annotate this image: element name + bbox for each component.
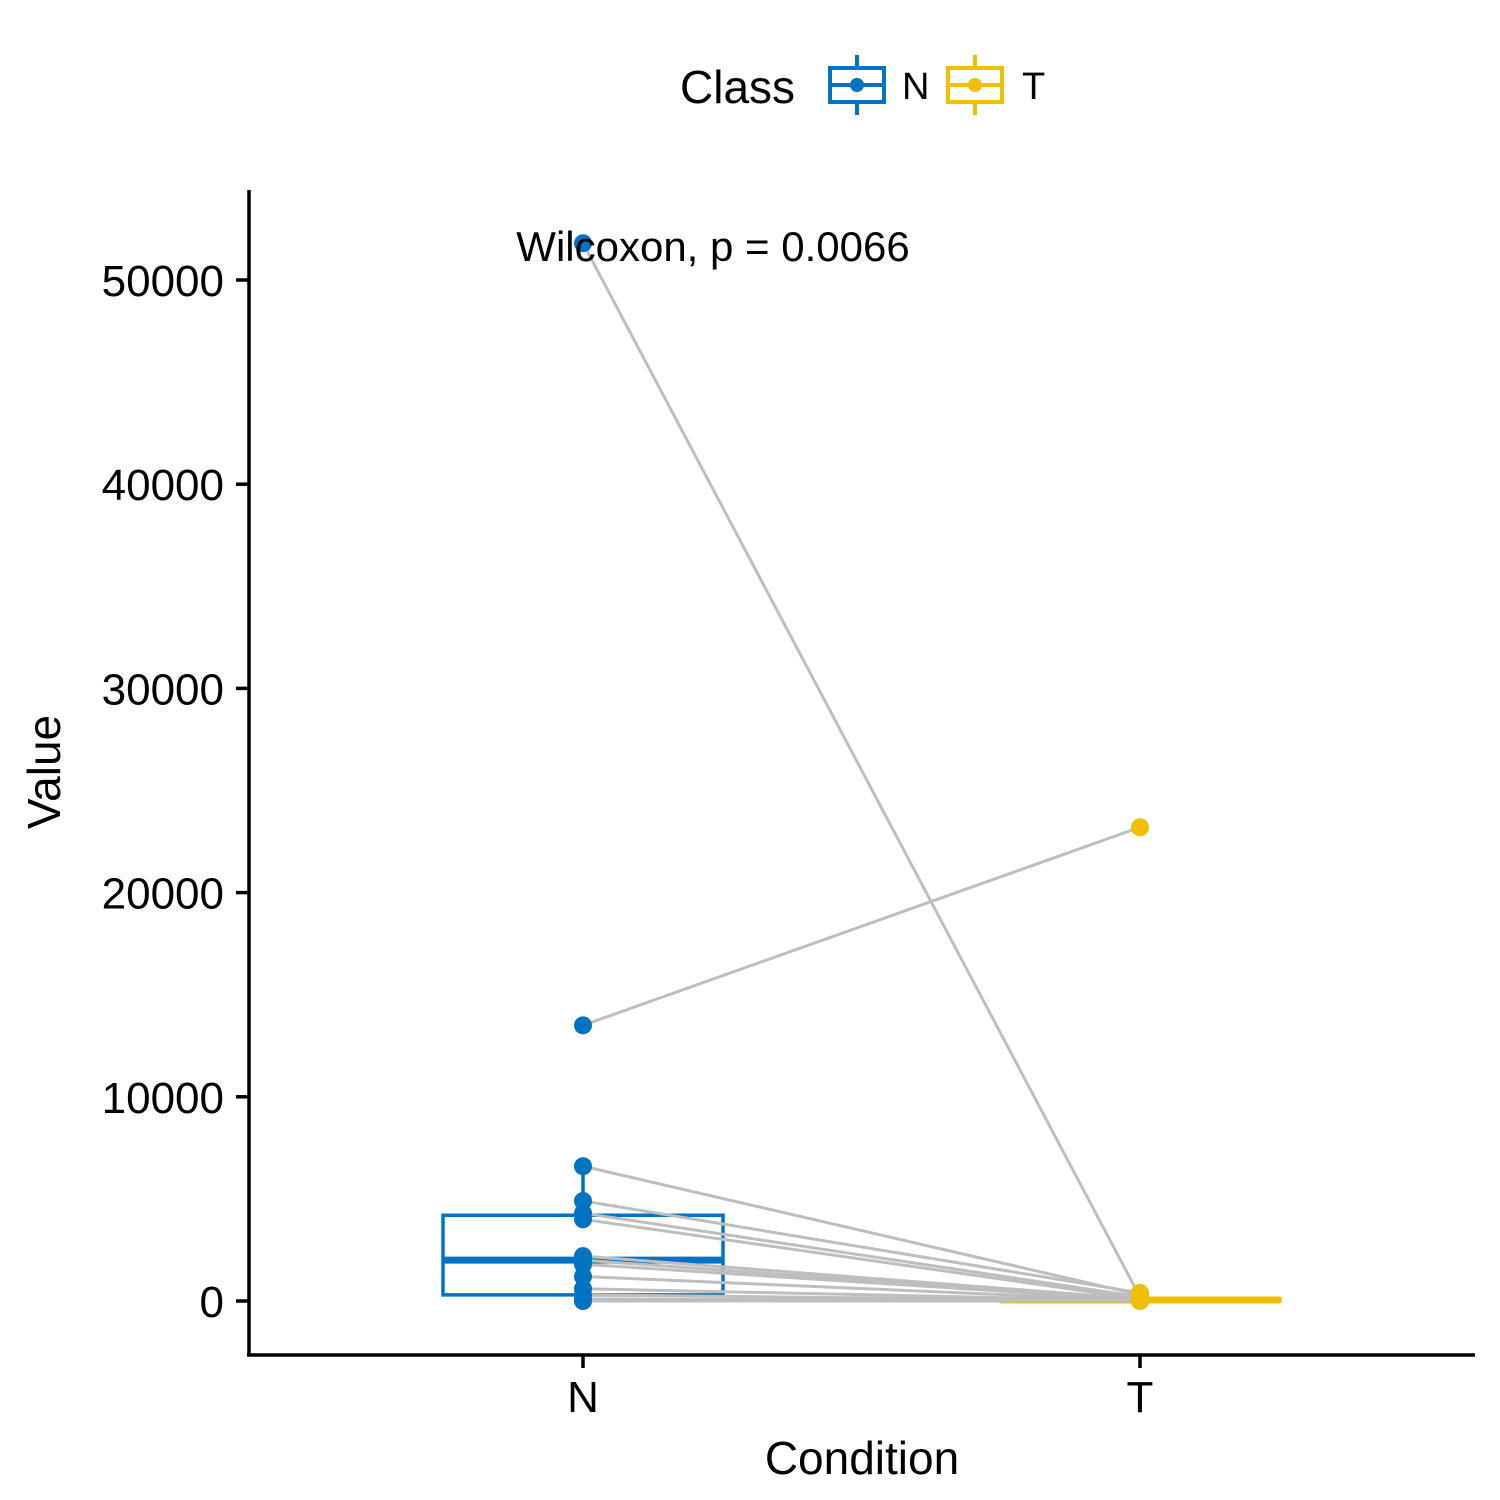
- pair-lines: [581, 242, 1142, 1303]
- y-tick-label: 20000: [102, 870, 224, 919]
- point-t: [1131, 1292, 1149, 1310]
- pair-line: [582, 1199, 1141, 1295]
- point-n: [574, 1157, 592, 1176]
- pair-line: [582, 825, 1141, 1027]
- point-t: [1131, 818, 1149, 837]
- legend-label-t: T: [1022, 66, 1045, 108]
- y-tick-label: 10000: [102, 1074, 224, 1123]
- point-n: [574, 1292, 592, 1310]
- wilcoxon-annotation: Wilcoxon, p = 0.0066: [516, 223, 909, 270]
- legend-title: Class: [680, 61, 795, 113]
- pair-line: [582, 1262, 1141, 1302]
- y-tick-label: 0: [200, 1278, 224, 1327]
- x-axis-title: Condition: [765, 1432, 959, 1484]
- legend: Class N T: [680, 55, 1045, 115]
- x-tick-label: N: [567, 1373, 599, 1422]
- pair-line: [582, 1254, 1141, 1301]
- legend-key-t: [946, 55, 1004, 115]
- y-tick-label: 50000: [102, 257, 224, 306]
- plot-area: [441, 234, 1282, 1310]
- y-axis-ticks: 0 10000 20000 30000 40000 50000: [102, 257, 249, 1327]
- pair-line: [582, 1217, 1141, 1301]
- y-tick-label: 40000: [102, 461, 224, 510]
- point-n: [574, 234, 592, 253]
- y-tick-label: 30000: [102, 665, 224, 714]
- x-tick-label: T: [1127, 1373, 1154, 1422]
- y-axis-title: Value: [18, 715, 70, 829]
- pair-line: [582, 1274, 1141, 1303]
- data-points: [574, 234, 1149, 1310]
- legend-label-n: N: [902, 66, 929, 108]
- legend-key-n: [828, 55, 886, 115]
- point-n: [574, 1210, 592, 1229]
- pair-line: [582, 1164, 1141, 1297]
- pair-line: [581, 242, 1142, 1298]
- pair-line: [582, 1211, 1141, 1299]
- point-n: [574, 1016, 592, 1035]
